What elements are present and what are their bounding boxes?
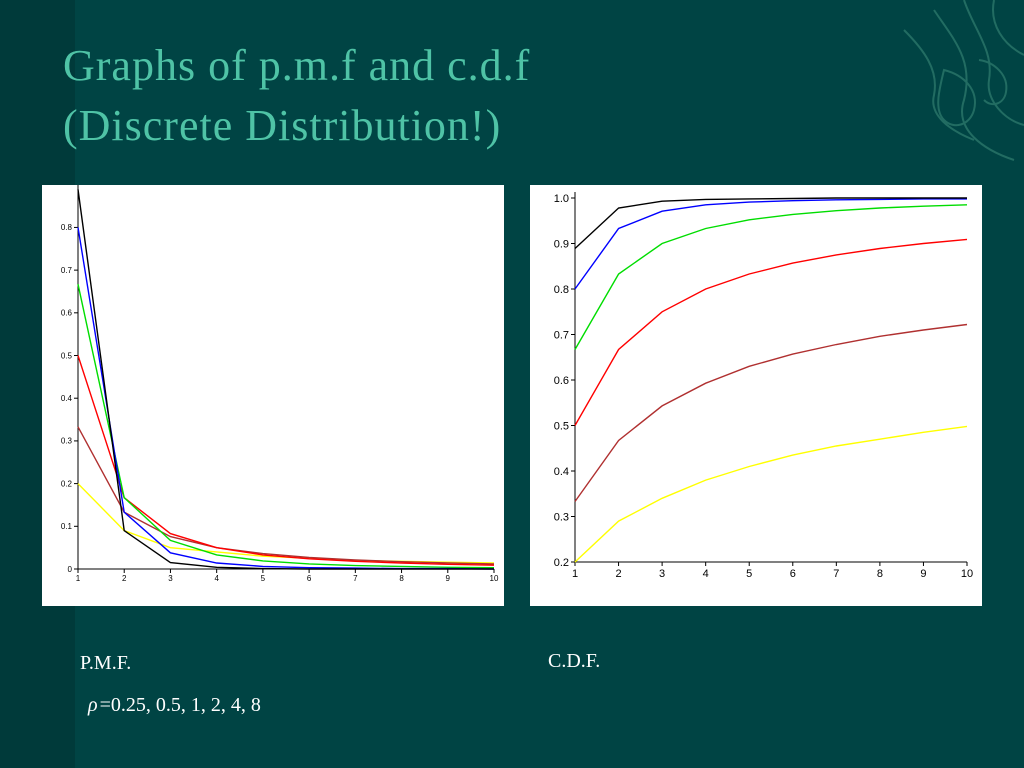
pmf-y-tick-label: 0.6 xyxy=(61,309,73,318)
pmf-series-line-1 xyxy=(77,426,495,565)
cdf-x-tick-label: 4 xyxy=(703,568,709,580)
pmf-x-tick-label: 7 xyxy=(353,574,358,583)
cdf-x-tick-label: 7 xyxy=(833,568,839,580)
cdf-series-line-3 xyxy=(574,204,968,350)
pmf-y-tick-label: 0.3 xyxy=(61,437,73,446)
pmf-y-tick-label: 0 xyxy=(68,565,73,574)
cdf-y-tick-label: 0.9 xyxy=(554,238,569,250)
cdf-x-tick-label: 1 xyxy=(572,568,578,580)
cdf-chart-panel: 1 2 3 4 5 6 7 8 9 10 0.2 0.3 0.4 0.5 0.6 0.7 0.8 0.9 1.0 xyxy=(530,185,982,606)
cdf-x-tick-label: 5 xyxy=(746,568,752,580)
rho-values-text: =0.25, 0.5, 1, 2, 4, 8 xyxy=(99,694,261,716)
pmf-x-tick-label: 1 xyxy=(76,574,81,583)
title-line-1: Graphs of p.m.f and c.d.f xyxy=(63,41,531,90)
cdf-series-line-0 xyxy=(574,425,968,563)
pmf-series-line-4 xyxy=(77,227,495,570)
rho-symbol: ρ xyxy=(88,694,98,716)
cdf-series-line-4 xyxy=(574,198,967,290)
cdf-y-tick-label: 0.4 xyxy=(554,466,569,478)
cdf-caption: C.D.F. xyxy=(548,650,601,672)
butterfly-ornament-icon xyxy=(903,0,1024,161)
pmf-y-tick-label: 0.4 xyxy=(61,394,73,403)
pmf-series-line-0 xyxy=(77,483,495,564)
pmf-x-tick-label: 9 xyxy=(446,574,451,583)
pmf-series-line-2 xyxy=(77,355,495,566)
pmf-chart-panel: 1 2 3 4 5 6 7 8 9 10 0 0.1 0.2 0.3 0.4 0.5 0.6 0.7 0.8 xyxy=(42,185,504,606)
cdf-chart: 1 2 3 4 5 6 7 8 9 10 0.2 0.3 0.4 0.5 0.6 0.7 0.8 0.9 1.0 xyxy=(554,192,973,580)
cdf-y-tick-label: 0.5 xyxy=(554,420,569,432)
cdf-x-tick-label: 3 xyxy=(659,568,665,580)
rho-values-caption: ρ =0.25, 0.5, 1, 2, 4, 8 xyxy=(88,694,261,717)
pmf-series-line-5 xyxy=(77,189,494,570)
pmf-x-tick-label: 10 xyxy=(490,574,499,583)
pmf-y-tick-label: 0.1 xyxy=(61,522,73,531)
pmf-x-tick-label: 8 xyxy=(399,574,404,583)
cdf-x-tick-label: 9 xyxy=(920,568,926,580)
cdf-series-line-1 xyxy=(574,323,968,502)
pmf-x-tick-label: 2 xyxy=(122,574,127,583)
cdf-series-line-2 xyxy=(574,238,968,426)
pmf-y-tick-label: 0.2 xyxy=(61,479,73,488)
cdf-x-tick-label: 8 xyxy=(877,568,883,580)
pmf-y-tick-label: 0.5 xyxy=(61,351,73,360)
pmf-x-tick-label: 3 xyxy=(168,574,173,583)
title-line-2: (Discrete Distribution!) xyxy=(63,101,502,150)
pmf-caption: P.M.F. xyxy=(80,652,132,674)
cdf-series-line-5 xyxy=(574,197,967,250)
cdf-y-tick-label: 0.3 xyxy=(554,511,569,523)
cdf-y-tick-label: 0.6 xyxy=(554,375,569,387)
pmf-x-tick-label: 6 xyxy=(307,574,312,583)
cdf-x-tick-label: 2 xyxy=(615,568,621,580)
pmf-y-tick-label: 0.7 xyxy=(61,266,73,275)
cdf-y-tick-label: 1.0 xyxy=(554,193,569,205)
pmf-chart: 1 2 3 4 5 6 7 8 9 10 0 0.1 0.2 0.3 0.4 0.5 0.6 0.7 0.8 xyxy=(61,185,499,583)
pmf-x-tick-label: 4 xyxy=(214,574,219,583)
pmf-series-line-3 xyxy=(77,284,495,569)
cdf-y-tick-label: 0.8 xyxy=(554,284,569,296)
cdf-x-tick-label: 6 xyxy=(790,568,796,580)
cdf-y-tick-label: 0.2 xyxy=(554,557,569,569)
pmf-y-tick-label: 0.8 xyxy=(61,223,73,232)
pmf-x-tick-label: 5 xyxy=(261,574,266,583)
cdf-x-tick-label: 10 xyxy=(961,568,973,580)
cdf-y-tick-label: 0.7 xyxy=(554,329,569,341)
slide-title: Graphs of p.m.f and c.d.f (Discrete Dist… xyxy=(63,36,530,156)
